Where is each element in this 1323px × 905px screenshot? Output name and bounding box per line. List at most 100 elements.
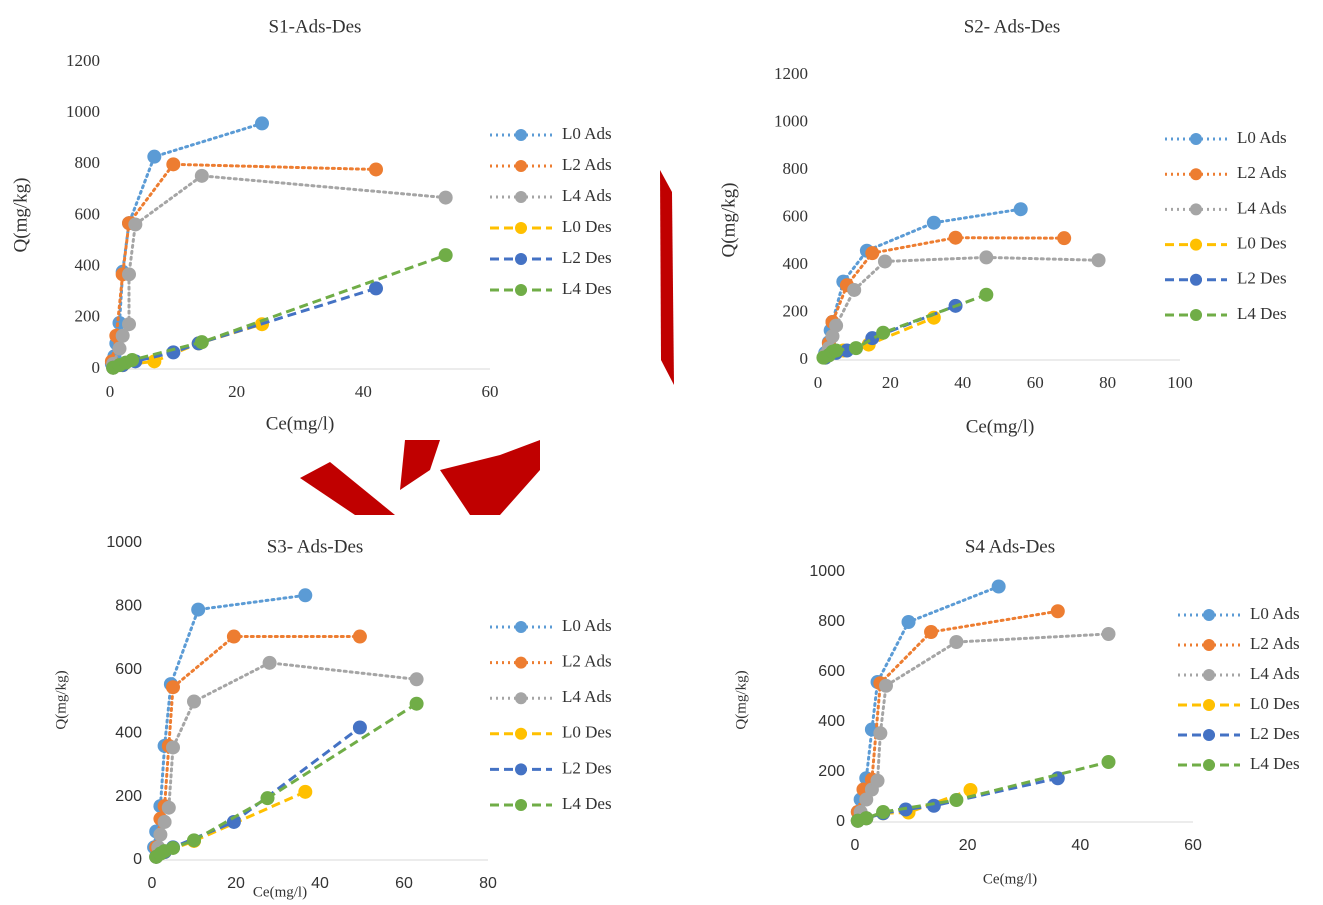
legend-label: L2 Ads bbox=[562, 155, 612, 174]
y-tick-label: 1200 bbox=[774, 64, 808, 83]
data-point bbox=[227, 630, 241, 644]
data-point bbox=[255, 116, 269, 130]
chart-title: S4 Ads-Des bbox=[965, 536, 1055, 557]
legend-marker bbox=[515, 160, 527, 172]
data-point bbox=[865, 246, 879, 260]
data-point bbox=[298, 588, 312, 602]
x-tick-label: 40 bbox=[1071, 837, 1089, 854]
y-axis-label: Q(mg/kg) bbox=[733, 670, 749, 729]
data-point bbox=[949, 793, 963, 807]
legend-marker bbox=[1203, 669, 1215, 681]
data-point bbox=[979, 250, 993, 264]
figure: S1-Ads-DesCe(mg/l)Q(mg/kg)02004006008001… bbox=[0, 0, 1323, 905]
data-point bbox=[876, 326, 890, 340]
data-point bbox=[439, 248, 453, 262]
x-tick-label: 0 bbox=[148, 875, 157, 892]
x-tick-label: 20 bbox=[959, 837, 977, 854]
y-tick-label: 600 bbox=[818, 663, 845, 680]
y-axis-label: Q(mg/kg) bbox=[10, 178, 31, 253]
x-tick-label: 40 bbox=[954, 373, 971, 392]
legend-label: L0 Ads bbox=[1250, 604, 1300, 623]
legend-marker bbox=[1203, 699, 1215, 711]
data-point bbox=[128, 217, 142, 231]
legend-label: L4 Ads bbox=[1250, 664, 1300, 683]
data-point bbox=[829, 344, 843, 358]
legend-marker bbox=[1190, 133, 1202, 145]
data-point bbox=[263, 656, 277, 670]
data-point bbox=[949, 231, 963, 245]
legend-label: L0 Ads bbox=[562, 124, 612, 143]
data-point bbox=[261, 791, 275, 805]
y-tick-label: 0 bbox=[133, 851, 142, 868]
legend-marker bbox=[1203, 729, 1215, 741]
data-point bbox=[298, 785, 312, 799]
data-point bbox=[979, 288, 993, 302]
data-point bbox=[992, 580, 1006, 594]
legend-marker bbox=[515, 763, 527, 775]
y-tick-label: 1200 bbox=[66, 51, 100, 70]
data-point bbox=[113, 342, 127, 356]
data-point bbox=[195, 335, 209, 349]
data-point bbox=[902, 615, 916, 629]
x-tick-label: 80 bbox=[479, 875, 497, 892]
data-point bbox=[876, 805, 890, 819]
y-tick-label: 200 bbox=[783, 301, 809, 320]
y-tick-label: 800 bbox=[818, 613, 845, 630]
y-tick-label: 0 bbox=[836, 813, 845, 830]
x-tick-label: 60 bbox=[395, 875, 413, 892]
data-point bbox=[187, 833, 201, 847]
background bbox=[0, 0, 1323, 905]
data-point bbox=[158, 815, 172, 829]
data-point bbox=[353, 720, 367, 734]
legend-label: L4 Des bbox=[562, 794, 612, 813]
y-tick-label: 1000 bbox=[106, 534, 142, 551]
data-point bbox=[195, 169, 209, 183]
y-tick-label: 600 bbox=[115, 661, 142, 678]
legend-label: L0 Des bbox=[1250, 694, 1300, 713]
x-tick-label: 60 bbox=[1027, 373, 1044, 392]
data-point bbox=[191, 603, 205, 617]
legend-label: L0 Ads bbox=[562, 616, 612, 635]
y-tick-label: 400 bbox=[115, 724, 142, 741]
y-tick-label: 200 bbox=[115, 788, 142, 805]
data-point bbox=[410, 697, 424, 711]
y-tick-label: 200 bbox=[818, 763, 845, 780]
data-point bbox=[153, 828, 167, 842]
legend-label: L4 Des bbox=[562, 279, 612, 298]
data-point bbox=[147, 150, 161, 164]
x-tick-label: 40 bbox=[311, 875, 329, 892]
legend-label: L0 Ads bbox=[1237, 128, 1287, 147]
x-axis-label: Ce(mg/l) bbox=[253, 884, 307, 900]
data-point bbox=[847, 283, 861, 297]
x-axis-label: Ce(mg/l) bbox=[983, 871, 1037, 887]
y-tick-label: 1000 bbox=[774, 111, 808, 130]
legend-label: L0 Des bbox=[1237, 234, 1287, 253]
chart-title: S3- Ads-Des bbox=[267, 536, 364, 557]
legend-label: L2 Ads bbox=[1250, 634, 1300, 653]
legend-label: L4 Des bbox=[1250, 754, 1300, 773]
data-point bbox=[166, 740, 180, 754]
legend-marker bbox=[515, 799, 527, 811]
legend-marker bbox=[515, 222, 527, 234]
data-point bbox=[439, 191, 453, 205]
legend-marker bbox=[515, 692, 527, 704]
y-tick-label: 400 bbox=[783, 254, 809, 273]
data-point bbox=[166, 841, 180, 855]
x-tick-label: 0 bbox=[851, 837, 860, 854]
data-point bbox=[353, 630, 367, 644]
legend-label: L2 Des bbox=[1237, 269, 1287, 288]
data-point bbox=[927, 216, 941, 230]
data-point bbox=[871, 774, 885, 788]
x-tick-label: 0 bbox=[106, 382, 115, 401]
legend-label: L2 Ads bbox=[1237, 163, 1287, 182]
data-point bbox=[125, 353, 139, 367]
x-axis-label: Ce(mg/l) bbox=[966, 416, 1035, 437]
legend-marker bbox=[1203, 609, 1215, 621]
data-point bbox=[949, 635, 963, 649]
data-point bbox=[1057, 231, 1071, 245]
data-point bbox=[369, 162, 383, 176]
data-point bbox=[410, 672, 424, 686]
legend-label: L4 Ads bbox=[1237, 198, 1287, 217]
y-tick-label: 1000 bbox=[809, 563, 845, 580]
legend-label: L0 Des bbox=[562, 723, 612, 742]
